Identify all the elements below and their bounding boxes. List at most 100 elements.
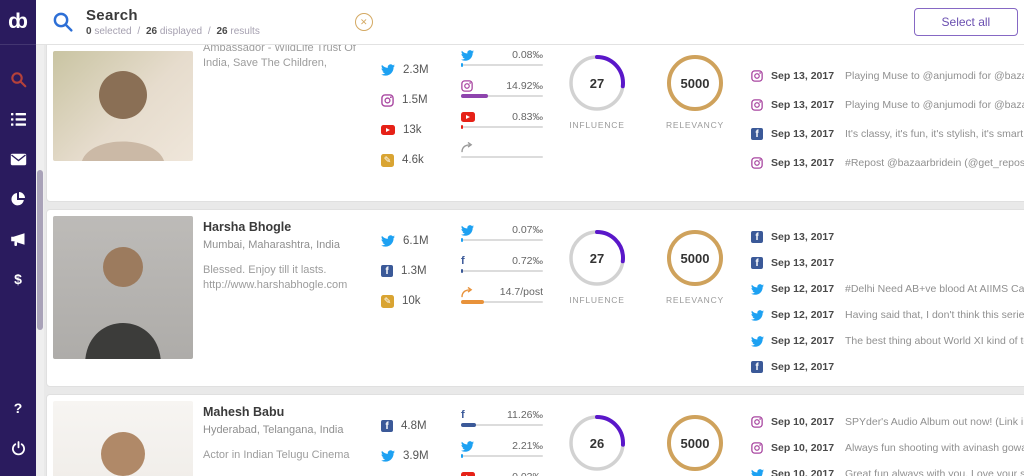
post-item[interactable]: f Sep 13, 2017 — [751, 224, 1024, 250]
stat-row: 2.3M — [381, 55, 461, 85]
instagram-icon — [751, 416, 763, 428]
engagement-row: 0.03‰ — [461, 469, 543, 476]
nav-analytics-icon[interactable] — [0, 179, 36, 219]
relevancy-gauge: 5000 RELEVANCY — [657, 53, 733, 195]
relevancy-label: RELEVANCY — [665, 120, 725, 130]
share-icon — [461, 142, 473, 153]
pie-chart-icon — [11, 192, 25, 206]
twitter-icon — [751, 468, 764, 476]
post-item[interactable]: Sep 13, 2017 Playing Muse to @anjumodi f… — [751, 90, 1024, 119]
post-item[interactable]: f Sep 13, 2017 It's classy, it's fun, it… — [751, 119, 1024, 148]
influencer-photo — [53, 216, 193, 359]
facebook-icon: f — [751, 231, 763, 243]
engagement-stats: 0.07‰ f 0.72‰ — [461, 216, 543, 380]
facebook-icon: f — [751, 361, 763, 373]
post-item[interactable]: f Sep 13, 2017 — [751, 250, 1024, 276]
follower-stats: 6.1M f 1.3M ✎ 10k — [381, 216, 461, 380]
stat-row: 1.5M — [381, 85, 461, 115]
influencer-bio: Blessed. Enjoy till it lasts. http://www… — [203, 264, 348, 291]
engagement-stats: 0.08‰ 14.92‰ — [461, 45, 543, 195]
relevancy-value: 5000 — [680, 75, 710, 91]
header: Search 0 selected / 26 displayed / 26 re… — [36, 0, 1024, 45]
nav-campaign-icon[interactable] — [0, 219, 36, 259]
facebook-icon: f — [461, 409, 465, 421]
list-scrollbar[interactable] — [36, 45, 44, 476]
post-item[interactable]: Sep 10, 2017 Always fun shooting with av… — [751, 435, 1024, 461]
nav-list-icon[interactable] — [0, 99, 36, 139]
twitter-icon — [751, 283, 764, 295]
stat-row: 114k — [381, 471, 461, 476]
nav-search-icon[interactable] — [0, 59, 36, 99]
engagement-row — [461, 140, 543, 171]
influence-value: 26 — [589, 435, 605, 451]
engagement-row: 14.92‰ — [461, 78, 543, 109]
clear-search-button[interactable]: ✕ — [354, 13, 373, 31]
result-counts: 0 selected / 26 displayed / 26 results — [86, 26, 260, 37]
relevancy-gauge: 5000 RELEVANCY — [657, 413, 733, 476]
dollar-icon: $ — [14, 271, 22, 287]
post-item[interactable]: Sep 10, 2017 Great fun always with you. … — [751, 461, 1024, 476]
twitter-icon — [751, 335, 764, 347]
post-item[interactable]: Sep 12, 2017 Having said that, I don't t… — [751, 302, 1024, 328]
post-item[interactable]: f Sep 12, 2017 — [751, 354, 1024, 380]
nav-pricing-icon[interactable]: $ — [0, 259, 36, 299]
stat-row: 3.9M — [381, 441, 461, 471]
influencer-card[interactable]: Mahesh Babu Hyderabad, Telangana, India … — [46, 394, 1024, 476]
nav-help-icon[interactable]: ? — [0, 388, 36, 428]
engagement-row: 2.21‰ — [461, 438, 543, 469]
influencer-bio: Actor in Indian Telugu Cinema — [203, 449, 350, 461]
nav-logout-icon[interactable] — [0, 428, 36, 468]
instagram-icon — [751, 442, 763, 454]
twitter-icon — [381, 64, 395, 76]
follower-stats: f 4.8M 3.9M 114k 2.2k — [381, 401, 461, 476]
twitter-icon — [381, 450, 395, 462]
main-area: Search 0 selected / 26 displayed / 26 re… — [36, 0, 1024, 476]
youtube-icon — [461, 112, 475, 122]
post-item[interactable]: Sep 13, 2017 Playing Muse to @anjumodi f… — [751, 61, 1024, 90]
page-title: Search — [86, 7, 138, 24]
influencer-name: Mahesh Babu — [203, 405, 285, 419]
influence-value: 27 — [589, 75, 605, 91]
influencer-name: Harsha Bhogle — [203, 220, 292, 234]
stat-row: ✎ 4.6k — [381, 145, 461, 175]
list-scrollbar-thumb[interactable] — [37, 170, 43, 330]
engagement-row: 0.07‰ — [461, 222, 543, 253]
retweet-icon — [461, 286, 473, 297]
post-item[interactable]: Sep 13, 2017 #Repost @bazaarbridein (@ge… — [751, 148, 1024, 177]
influence-value: 27 — [589, 250, 605, 266]
facebook-icon: f — [751, 257, 763, 269]
influencer-location: Mumbai, Maharashtra, India — [203, 239, 340, 251]
nav-mail-icon[interactable] — [0, 139, 36, 179]
influencer-card[interactable]: Harsha Bhogle Mumbai, Maharashtra, India… — [46, 209, 1024, 387]
influencer-card[interactable]: Actor, Producer, Director - Born Free En… — [46, 45, 1024, 202]
blog-icon: ✎ — [381, 294, 394, 308]
influence-gauge: 27 INFLUENCE — [559, 53, 635, 195]
question-icon: ? — [13, 400, 23, 416]
post-item[interactable]: Sep 10, 2017 SPYder's Audio Album out no… — [751, 409, 1024, 435]
post-item[interactable]: Sep 12, 2017 The best thing about World … — [751, 328, 1024, 354]
instagram-icon — [751, 69, 763, 82]
brand-logo[interactable]: ȸ — [0, 0, 36, 45]
facebook-icon: f — [381, 265, 393, 277]
header-title-block: Search 0 selected / 26 displayed / 26 re… — [86, 7, 260, 37]
influence-gauge: 27 INFLUENCE — [559, 228, 635, 380]
engagement-row: f 11.26‰ — [461, 407, 543, 438]
recent-posts: Sep 10, 2017 SPYder's Audio Album out no… — [751, 401, 1024, 476]
twitter-icon — [381, 235, 395, 247]
facebook-icon: f — [461, 255, 465, 267]
person-placeholder — [82, 71, 164, 161]
instagram-icon — [751, 156, 763, 169]
select-all-button[interactable]: Select all — [913, 8, 1019, 36]
megaphone-icon — [11, 232, 25, 246]
youtube-icon — [461, 472, 475, 476]
list-icon — [10, 112, 26, 126]
stat-row: f 1.3M — [381, 256, 461, 286]
person-placeholder — [85, 247, 161, 359]
engagement-row: 0.08‰ — [461, 47, 543, 78]
search-icon — [53, 12, 73, 32]
youtube-icon — [381, 125, 395, 135]
recent-posts: Sep 13, 2017 Playing Muse to @anjumodi f… — [751, 45, 1024, 195]
post-item[interactable]: Sep 12, 2017 #Delhi Need AB+ve blood At … — [751, 276, 1024, 302]
engagement-row: 0.83‰ — [461, 109, 543, 140]
